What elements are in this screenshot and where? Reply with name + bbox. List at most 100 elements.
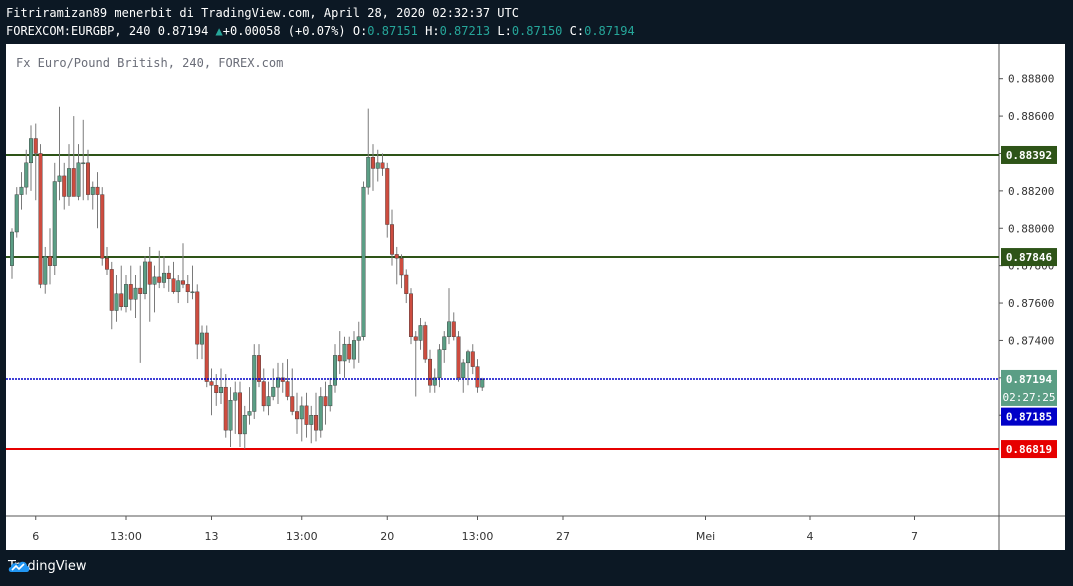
candle-body (14, 194, 19, 233)
candle-body (218, 386, 223, 393)
candle-body (323, 396, 328, 407)
candle-body (337, 355, 342, 362)
level-label: 0.86819 (1006, 443, 1052, 456)
candle-body (276, 377, 281, 388)
candle-body (342, 343, 347, 362)
candle-body (352, 340, 357, 360)
close-label: C: (569, 24, 585, 38)
chart-title: Fx Euro/Pound British, 240, FOREX.com (16, 56, 283, 70)
candle-body (456, 336, 461, 379)
last-price: 0.87194 (157, 24, 209, 38)
level-label-bg (1001, 145, 1057, 164)
x-tick-label: 4 (807, 530, 814, 543)
footer-bar: TradingView (0, 550, 1073, 586)
candle-body (9, 231, 14, 266)
candle-body (161, 272, 166, 283)
candle-body (290, 396, 295, 412)
open-value: 0.87151 (367, 24, 418, 38)
chart-area[interactable]: Fx Euro/Pound British, 240, FOREX.com 0.8… (6, 44, 1065, 550)
candle-body (385, 168, 390, 225)
level-label: 0.87846 (1006, 251, 1053, 264)
candle-body (413, 336, 418, 341)
candle-body (252, 355, 257, 412)
tradingview-logo[interactable]: TradingView (8, 559, 87, 574)
y-tick-label: 0.87600 (1008, 297, 1054, 310)
candle-body (176, 280, 181, 293)
candle-body (166, 272, 171, 279)
candle-body (442, 336, 447, 350)
candle-body (123, 284, 128, 307)
y-tick-label: 0.88600 (1008, 110, 1054, 123)
y-tick-label: 0.88800 (1008, 73, 1054, 86)
candle-body (480, 379, 485, 388)
candle-body (29, 138, 34, 164)
candle-body (223, 386, 228, 431)
y-tick-label: 0.88000 (1008, 222, 1054, 235)
y-tick-label: 0.88200 (1008, 185, 1054, 198)
y-tick-label: 0.87400 (1008, 334, 1054, 347)
current-price-bg (1001, 369, 1057, 406)
low-value: 0.87150 (511, 24, 563, 38)
candle-body (152, 276, 157, 285)
candle-body (261, 381, 266, 407)
candle-body (190, 291, 195, 294)
candle-body (185, 284, 190, 293)
open-label: O: (352, 24, 368, 38)
candle-body (409, 293, 414, 337)
candle-body (428, 358, 433, 386)
candle-body (447, 321, 452, 337)
candle-body (104, 257, 109, 270)
candle-body (432, 377, 437, 386)
candle-body (304, 405, 309, 425)
candle-body (266, 396, 271, 407)
candle-body (133, 287, 138, 300)
candle-body (24, 162, 29, 188)
candle-body (138, 287, 143, 294)
symbol-label: FOREXCOM:EURGBP, 240 (6, 24, 151, 38)
candle-body (85, 162, 90, 195)
candle-body (375, 162, 380, 169)
candle-body (114, 293, 119, 311)
candle-body (76, 162, 81, 197)
candle-body (67, 168, 72, 197)
candle-body (71, 168, 76, 197)
countdown-label: 02:27:25 (1003, 391, 1056, 404)
candle-body (347, 343, 352, 360)
candlestick-chart[interactable]: Fx Euro/Pound British, 240, FOREX.com 0.8… (6, 44, 1065, 550)
price-change: +0.00058 (+0.07%) (222, 24, 346, 38)
candle-body (333, 355, 338, 386)
candle-body (52, 181, 57, 266)
x-tick-label: 13:00 (110, 530, 142, 543)
candle-body (247, 411, 252, 416)
candle-body (214, 385, 219, 393)
candle-body (380, 162, 385, 169)
candle-body (62, 175, 67, 197)
publish-info: Fitriramizan89 menerbit di TradingView.c… (6, 6, 519, 20)
x-tick-label: 13:00 (462, 530, 494, 543)
cloud-logo-icon (8, 561, 30, 572)
candle-body (299, 405, 304, 420)
candle-body (242, 415, 247, 435)
x-tick-label: 6 (32, 530, 39, 543)
x-tick-label: 13:00 (286, 530, 318, 543)
secondary-price-label: 0.87185 (1006, 411, 1052, 424)
candle-body (57, 175, 62, 182)
symbol-info-bar: FOREXCOM:EURGBP, 240 0.87194 ▲+0.00058 (… (6, 24, 635, 38)
candle-body (48, 256, 53, 266)
candle-body (356, 336, 361, 341)
candle-body (318, 396, 323, 431)
secondary-price-bg (1001, 407, 1057, 426)
candle-body (271, 386, 276, 397)
candle-body (204, 332, 209, 382)
candle-body (295, 411, 300, 420)
high-value: 0.87213 (439, 24, 491, 38)
candle-body (256, 355, 261, 382)
candle-body (95, 186, 100, 195)
candle-body (394, 254, 399, 259)
low-label: L: (497, 24, 512, 38)
candle-body (180, 280, 185, 285)
candle-body (328, 385, 333, 407)
x-tick-label: 13 (205, 530, 219, 543)
x-tick-label: 27 (556, 530, 570, 543)
